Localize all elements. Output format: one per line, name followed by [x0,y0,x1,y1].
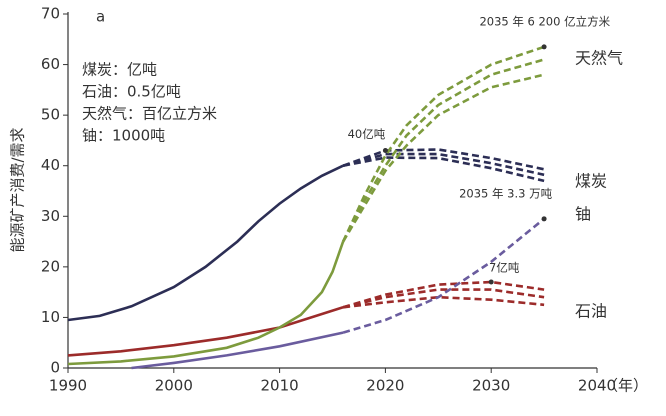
series-label: 煤炭 [575,172,607,191]
x-tick-label: 2030 [472,377,510,395]
projection-line [342,295,545,309]
projection-line [341,58,545,243]
y-tick-label: 70 [41,5,60,23]
y-tick-label: 60 [41,55,60,73]
y-tick-label: 40 [41,156,60,174]
projection-line [342,280,545,309]
unit-line: 天然气：百亿立方米 [82,105,217,123]
x-tick-label: 2000 [155,377,193,395]
projection-line [341,45,545,243]
annotation: 40亿吨 [348,127,386,141]
series-label: 石油 [575,302,607,321]
y-tick-label: 10 [41,308,60,326]
x-tick-label: 1990 [49,377,87,395]
unit-line: 煤炭：亿吨 [82,61,157,79]
x-tick-label: 2040 [578,377,616,395]
projection-line [342,156,545,183]
x-tick-label: 2020 [366,377,404,395]
projection-line [341,73,545,243]
annotation: 7亿吨 [489,261,520,275]
series-label: 天然气 [575,49,623,68]
series-label: 铀 [575,205,591,224]
annotation-dot [541,216,547,222]
projection-line [342,217,545,334]
series-line [67,241,345,366]
annotation-dot [488,279,494,285]
series-line [67,164,344,322]
x-tick-label: 2010 [261,377,299,395]
projection-line [342,288,545,309]
series-line [67,306,344,357]
y-tick-label: 30 [41,207,60,225]
panel-label: a [96,8,105,26]
y-tick-label: 20 [41,257,60,275]
projection-line [342,148,545,171]
unit-line: 铀：1000吨 [82,127,165,145]
x-axis-label: （年） [603,377,648,395]
y-tick-label: 0 [50,359,60,377]
y-tick-label: 50 [41,106,60,124]
annotation-dot [541,44,547,50]
annotation-dot [382,148,388,154]
series-line [131,331,344,370]
projection-line [342,152,545,177]
y-axis-label: 能源矿产消费/需求 [9,127,27,252]
annotation: 2035 年 6 200 亿立方米 [479,14,610,28]
annotation: 2035 年 3.3 万吨 [459,186,553,200]
unit-line: 石油：0.5亿吨 [82,83,181,101]
